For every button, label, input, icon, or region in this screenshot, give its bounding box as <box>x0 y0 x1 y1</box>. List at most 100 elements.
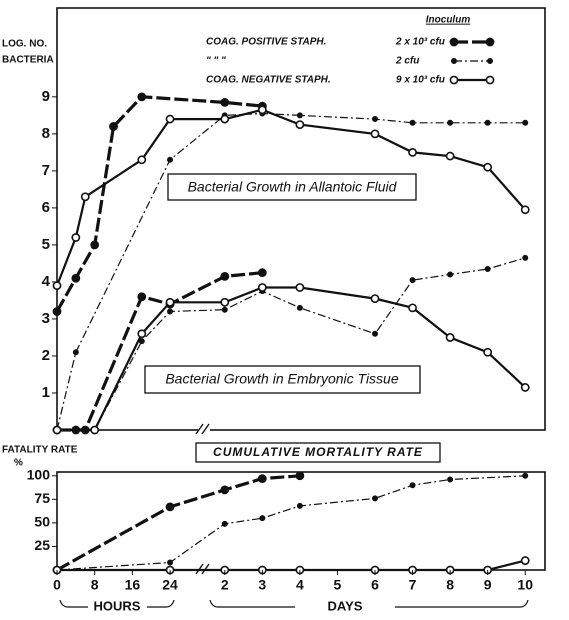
y-tick-label: 25 <box>34 537 50 553</box>
y-tick-label: 9 <box>42 88 50 105</box>
point <box>370 294 380 303</box>
point <box>483 162 493 172</box>
point <box>409 119 416 126</box>
point <box>296 112 303 119</box>
point <box>257 283 267 292</box>
point <box>522 472 529 479</box>
point <box>221 520 228 527</box>
point <box>221 306 228 313</box>
legend-marker <box>485 75 495 85</box>
x-group-label: DAYS <box>328 598 363 613</box>
point <box>165 502 175 512</box>
point <box>90 425 100 435</box>
point <box>522 119 529 126</box>
chart-title: CUMULATIVE MORTALITY RATE <box>213 445 423 459</box>
series-line <box>56 475 526 571</box>
point <box>483 347 493 357</box>
x-tick-label: 5 <box>334 577 342 593</box>
y-tick-label: 3 <box>42 310 50 327</box>
y-tick-label: 100 <box>27 466 51 482</box>
y-axis-label: LOG. NO. <box>2 39 47 50</box>
point <box>520 556 530 565</box>
point <box>296 502 303 509</box>
x-tick-label: 4 <box>296 577 304 593</box>
legend-marker <box>449 37 459 47</box>
legend-dose: 2 cfu <box>395 56 419 67</box>
y-tick-label: 6 <box>42 199 50 216</box>
hours-bracket <box>59 599 175 608</box>
legend-dose: 2 x 10³ cfu <box>395 37 445 48</box>
point <box>371 330 378 337</box>
point <box>220 485 230 495</box>
y-tick-label: 4 <box>42 273 51 290</box>
x-group-label: HOURS <box>94 598 141 613</box>
legend-marker <box>486 57 493 64</box>
point <box>408 303 417 313</box>
y-tick-label: 7 <box>42 162 50 179</box>
series-line <box>55 95 263 313</box>
point <box>71 273 81 283</box>
point <box>520 383 530 392</box>
point <box>72 349 79 356</box>
y-axis-label: BACTERIA <box>2 55 54 66</box>
x-tick-label: 3 <box>258 577 266 593</box>
point <box>167 308 174 315</box>
title-box <box>195 442 441 463</box>
point <box>137 155 147 165</box>
point <box>137 292 147 302</box>
point <box>167 156 174 163</box>
point <box>370 129 380 139</box>
y-tick-label: 50 <box>34 514 50 530</box>
y-axis-label: FATALITY RATE <box>2 445 78 456</box>
point <box>371 116 378 123</box>
point <box>220 114 230 124</box>
point <box>52 425 62 435</box>
bottom-frame <box>56 471 546 571</box>
point <box>447 119 454 126</box>
point <box>445 151 455 161</box>
y-tick-label: 2 <box>42 347 50 364</box>
point <box>484 119 491 126</box>
x-tick-label: 0 <box>53 577 61 593</box>
point <box>137 329 147 339</box>
point <box>165 114 175 124</box>
x-tick-label: 16 <box>125 577 141 593</box>
legend-title: Inoculum <box>426 15 471 26</box>
legend-dose: 9 x 10³ cfu <box>396 75 445 86</box>
point <box>408 147 417 157</box>
y-tick-label: 8 <box>42 125 50 142</box>
axis-break <box>195 423 210 435</box>
series-line <box>57 271 263 432</box>
y-tick-label: 1 <box>42 384 50 401</box>
top-frame <box>56 7 546 431</box>
point <box>52 307 62 316</box>
point <box>371 495 378 502</box>
annotation: Bacterial Growth in Embryonic Tissue <box>165 371 399 387</box>
series-line <box>57 257 526 431</box>
point <box>484 265 491 272</box>
point <box>447 476 454 483</box>
y-tick-label: 75 <box>34 490 50 506</box>
point <box>220 97 230 107</box>
legend-label: COAG. POSITIVE STAPH. <box>206 37 326 48</box>
legend-marker <box>485 37 495 47</box>
point <box>109 122 118 131</box>
days-bracket <box>209 599 529 608</box>
x-tick-label: 7 <box>409 577 417 593</box>
point <box>409 277 416 284</box>
point <box>257 268 267 278</box>
y-tick-label: 5 <box>42 236 50 253</box>
point <box>295 283 305 292</box>
point <box>90 240 100 250</box>
x-tick-label: 24 <box>162 577 178 593</box>
annotation-box <box>144 365 421 394</box>
point <box>80 192 90 202</box>
y-axis-label: % <box>14 458 23 469</box>
legend-marker <box>449 75 459 85</box>
point <box>445 333 455 342</box>
point <box>138 338 145 345</box>
point <box>167 559 174 566</box>
x-tick-label: 9 <box>484 577 492 593</box>
legend-label: " " " <box>206 56 226 67</box>
legend-label: COAG. NEGATIVE STAPH. <box>206 75 331 86</box>
